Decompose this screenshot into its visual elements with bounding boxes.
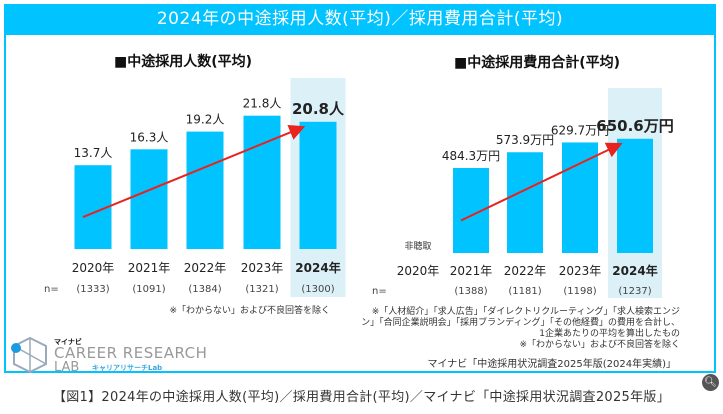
x-tick-label: 2021年 — [128, 261, 171, 275]
x-tick-label: 2020年 — [72, 261, 115, 275]
x-tick-label: 2024年 — [612, 263, 657, 278]
x-tick-label: 2021年 — [450, 264, 493, 278]
figure-caption: 【図1】2024年の中途採用人数(平均)／採用費用合計(平均)／マイナビ「中途採… — [52, 390, 671, 405]
bar-value-label: 573.9万円 — [496, 133, 554, 147]
bar-2022年 — [507, 152, 543, 253]
source-note: マイナビ「中途採用状況調査2025年版(2024年実績)」 — [427, 359, 676, 370]
bar-2023年 — [243, 115, 281, 249]
logo-sub-text: キャリアリサーチLab — [92, 364, 163, 372]
magnifier-icon[interactable]: 🔍︎ — [702, 374, 719, 391]
note-cost-line-2: ン」「合同企業説明会」「採用ブランディング」「その他経費」の費用を合計し、 — [361, 318, 680, 328]
sample-prefix-label: n= — [44, 284, 59, 295]
sample-size-label: (1384) — [188, 284, 221, 295]
note-cost-line-4: ※「わからない」および不良回答を除く — [519, 340, 680, 350]
trend-arrow — [82, 124, 306, 219]
logo-lab-text: LAB — [54, 360, 80, 375]
sample-size-label: (1198) — [563, 286, 596, 297]
bar-value-label: 484.3万円 — [442, 149, 500, 163]
sample-size-label: (1181) — [508, 286, 541, 297]
chart-title-cost: ■中途採用費用合計(平均) — [454, 55, 621, 71]
bar-2022年 — [186, 131, 224, 249]
chart-title-hires: ■中途採用人数(平均) — [114, 54, 253, 70]
bar-value-label: 629.7万円 — [551, 123, 609, 137]
sample-size-label: (1321) — [245, 284, 278, 295]
sample-size-label: (1237) — [618, 286, 651, 297]
bar-2024年 — [617, 138, 653, 253]
career-research-lab-logo: マイナビ CAREER RESEARCH LAB キャリアリサーチLab — [8, 334, 208, 375]
banner-title: 2024年の中途採用人数(平均)／採用費用合計(平均) — [4, 4, 716, 35]
bar-value-label: 21.8人 — [243, 97, 282, 111]
bar-value-label: 16.3人 — [130, 130, 169, 144]
bar-2024年 — [299, 121, 337, 249]
sample-size-label: (1333) — [76, 284, 109, 295]
logo-brand-top: マイナビ — [54, 338, 82, 346]
note-hires: ※「わからない」および不良回答を除く — [169, 306, 330, 316]
x-tick-label: 2023年 — [559, 264, 602, 278]
bar-value-label: 13.7人 — [74, 146, 113, 160]
bar-label-not-surveyed: 非聴取 — [404, 240, 431, 252]
bar-2021年 — [130, 149, 168, 249]
bar-2023年 — [562, 142, 598, 253]
x-tick-label: 2020年 — [397, 264, 440, 278]
trend-arrow — [460, 142, 623, 222]
sample-size-label: (1300) — [301, 284, 334, 295]
note-cost-line-1: ※「人材紹介」「求人広告」「ダイレクトリクルーティング」「求人検索エンジ — [371, 307, 680, 317]
x-tick-label: 2023年 — [241, 261, 284, 275]
logo-main-text: CAREER RESEARCH — [54, 344, 208, 362]
note-cost-line-3: 1企業あたりの平均を算出したもの — [539, 329, 680, 339]
sample-size-label: (1091) — [132, 284, 165, 295]
sample-prefix-label: n= — [372, 286, 387, 297]
x-tick-label: 2022年 — [184, 261, 227, 275]
bar-value-label: 650.6万円 — [596, 117, 673, 135]
x-tick-label: 2024年 — [295, 260, 340, 275]
sample-size-label: (1388) — [454, 286, 487, 297]
bar-value-label: 20.8人 — [292, 100, 345, 118]
x-tick-label: 2022年 — [504, 264, 547, 278]
cube-logo-icon — [11, 336, 47, 374]
note-cost: ※「人材紹介」「求人広告」「ダイレクトリクルーティング」「求人検索エンジ ン」「… — [360, 307, 680, 351]
bar-value-label: 19.2人 — [186, 113, 225, 127]
